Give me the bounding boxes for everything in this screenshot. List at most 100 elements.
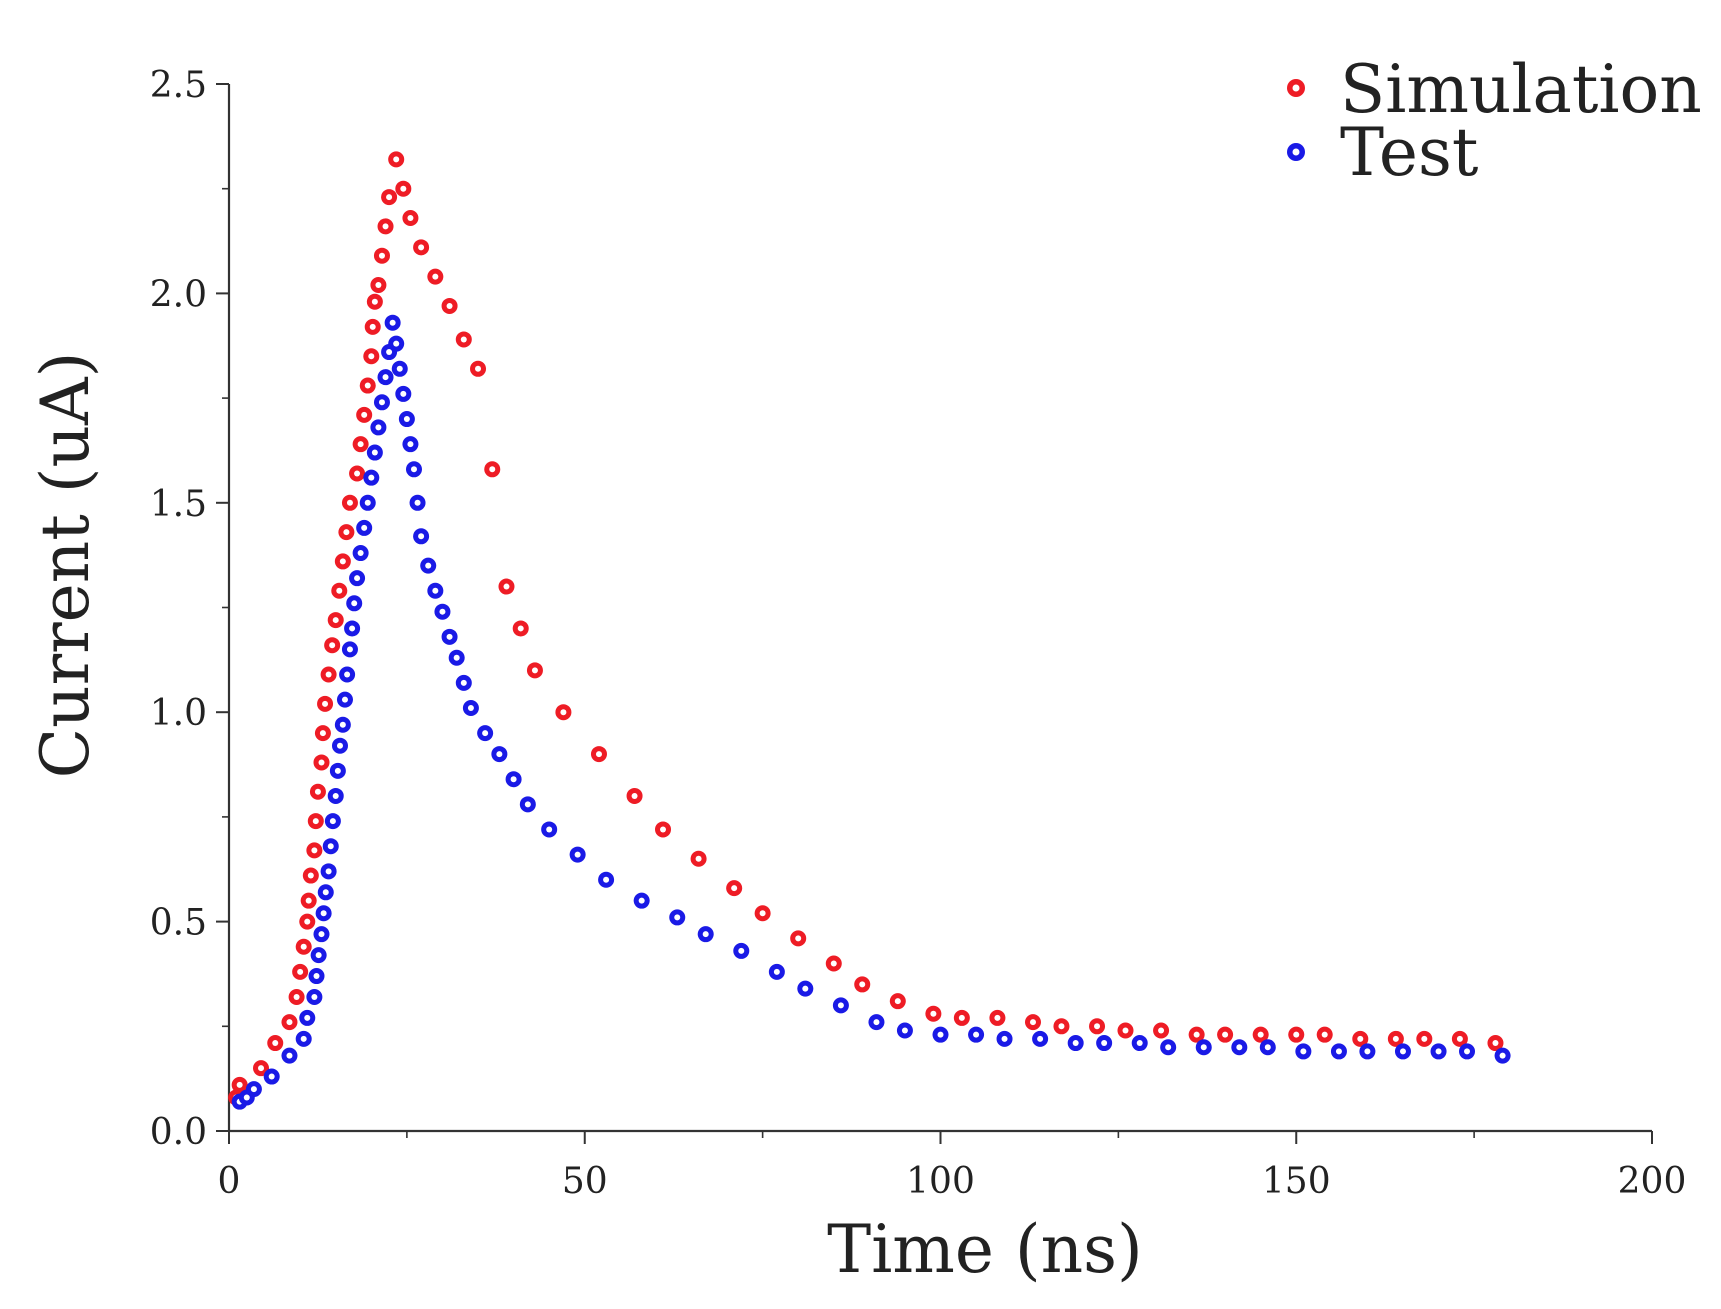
point-simulation-highlight [329, 642, 336, 649]
point-simulation-highlight [369, 323, 376, 330]
point-test-highlight [268, 1073, 275, 1080]
point-test-highlight [446, 633, 453, 640]
point-test-highlight [414, 499, 421, 506]
point-simulation-highlight [489, 466, 496, 473]
point-test-highlight [546, 826, 553, 833]
point-simulation-highlight [695, 855, 702, 862]
legend-marker-simulation-highlight [1292, 84, 1300, 92]
point-simulation-highlight [332, 617, 339, 624]
point-simulation-highlight [859, 981, 866, 988]
point-test-highlight [873, 1019, 880, 1026]
point-test-highlight [322, 889, 329, 896]
point-test-highlight [1399, 1048, 1406, 1055]
point-test-highlight [371, 449, 378, 456]
point-simulation-highlight [1158, 1027, 1165, 1034]
point-test-highlight [837, 1002, 844, 1009]
point-test-highlight [386, 349, 393, 356]
point-simulation-highlight [371, 298, 378, 305]
ticks-layer: 0 50 100 150 200 0.0 0.5 1.0 1.5 2.0 2.5 [150, 65, 1687, 1202]
point-test-highlight [802, 985, 809, 992]
point-test-highlight [1300, 1048, 1307, 1055]
point-test-highlight [1037, 1035, 1044, 1042]
point-simulation-highlight [343, 529, 350, 536]
point-simulation-highlight [375, 282, 382, 289]
point-simulation-highlight [759, 910, 766, 917]
point-simulation-highlight [307, 872, 314, 879]
point-test-highlight [313, 973, 320, 980]
point-simulation-highlight [1029, 1019, 1036, 1026]
x-tick-label: 50 [562, 1161, 608, 1202]
point-simulation-highlight [297, 968, 304, 975]
point-simulation-highlight [418, 244, 425, 251]
legend-item-simulation: Simulation [1287, 51, 1702, 128]
point-test-highlight [334, 767, 341, 774]
x-tick-label: 0 [218, 1161, 241, 1202]
point-simulation-highlight [446, 302, 453, 309]
point-simulation-highlight [1357, 1035, 1364, 1042]
point-simulation-highlight [336, 587, 343, 594]
point-test-highlight [351, 600, 358, 607]
point-simulation-highlight [531, 667, 538, 674]
point-test-highlight [1236, 1044, 1243, 1051]
point-simulation-highlight [304, 918, 311, 925]
point-simulation-highlight [393, 156, 400, 163]
point-simulation-highlight [314, 788, 321, 795]
point-test-highlight [364, 499, 371, 506]
point-simulation-highlight [1222, 1031, 1229, 1038]
point-simulation-highlight [930, 1010, 937, 1017]
point-simulation-highlight [1122, 1027, 1129, 1034]
point-simulation-highlight [460, 336, 467, 343]
point-simulation-highlight [660, 826, 667, 833]
point-test-highlight [410, 466, 417, 473]
point-test-highlight [439, 608, 446, 615]
point-test-highlight [361, 524, 368, 531]
points-layer [228, 151, 1511, 1110]
legend: Simulation Test [1287, 51, 1702, 191]
point-test-highlight [300, 1035, 307, 1042]
point-test-highlight [378, 399, 385, 406]
point-test-highlight [243, 1094, 250, 1101]
point-test-highlight [937, 1031, 944, 1038]
point-simulation-highlight [958, 1014, 965, 1021]
point-test-highlight [344, 671, 351, 678]
point-test-highlight [1464, 1048, 1471, 1055]
point-simulation-highlight [1058, 1023, 1065, 1030]
point-simulation-highlight [560, 709, 567, 716]
x-tick-label: 200 [1618, 1161, 1687, 1202]
point-test-highlight [393, 340, 400, 347]
point-test-highlight [368, 474, 375, 481]
point-simulation-highlight [382, 223, 389, 230]
point-test-highlight [638, 897, 645, 904]
point-simulation-highlight [361, 411, 368, 418]
point-test-highlight [1364, 1048, 1371, 1055]
point-test-highlight [396, 365, 403, 372]
point-test-highlight [407, 441, 414, 448]
point-simulation-highlight [318, 759, 325, 766]
x-axis-title: Time (ns) [827, 1211, 1143, 1288]
point-test-highlight [467, 705, 474, 712]
point-simulation-highlight [386, 194, 393, 201]
point-test-highlight [354, 575, 361, 582]
point-test-highlight [332, 792, 339, 799]
point-test-highlight [482, 730, 489, 737]
point-test-highlight [432, 587, 439, 594]
point-test-highlight [1499, 1052, 1506, 1059]
point-simulation-highlight [432, 273, 439, 280]
point-simulation-highlight [272, 1040, 279, 1047]
point-simulation-highlight [1421, 1035, 1428, 1042]
point-simulation-highlight [300, 943, 307, 950]
point-simulation-highlight [325, 671, 332, 678]
point-simulation-highlight [357, 441, 364, 448]
point-test-highlight [375, 424, 382, 431]
y-tick-label: 2.0 [150, 274, 207, 315]
legend-label-test: Test [1340, 114, 1478, 191]
x-tick-label: 100 [906, 1161, 975, 1202]
point-simulation-highlight [322, 700, 329, 707]
point-test-highlight [400, 390, 407, 397]
point-test-highlight [315, 952, 322, 959]
point-test-highlight [357, 550, 364, 557]
x-tick-label: 150 [1262, 1161, 1331, 1202]
point-simulation-highlight [378, 252, 385, 259]
point-simulation-highlight [305, 897, 312, 904]
point-test-highlight [510, 776, 517, 783]
